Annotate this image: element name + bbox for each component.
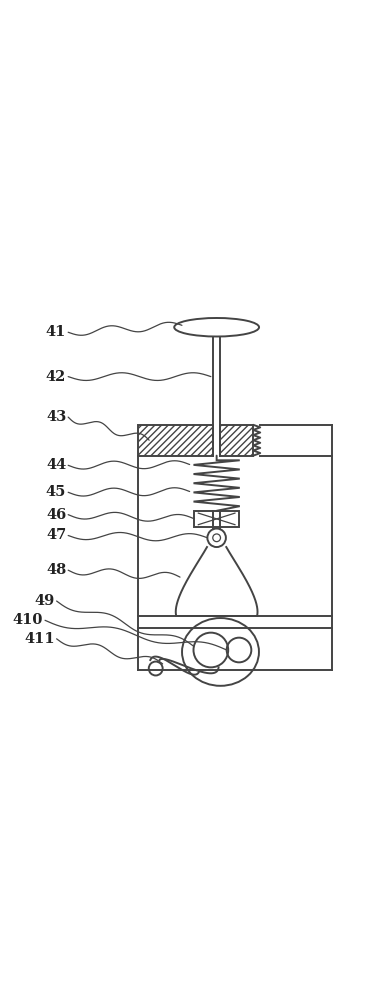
Text: 49: 49: [34, 594, 55, 608]
Bar: [138, 425, 213, 456]
Text: 46: 46: [46, 508, 66, 522]
Bar: [221, 425, 253, 456]
Text: 48: 48: [46, 563, 66, 577]
Text: 43: 43: [46, 410, 66, 424]
Text: 411: 411: [24, 632, 55, 646]
Text: 47: 47: [46, 528, 66, 542]
Text: 42: 42: [46, 370, 66, 384]
Text: 41: 41: [46, 325, 66, 339]
Text: 410: 410: [13, 613, 43, 627]
Circle shape: [207, 529, 226, 547]
Text: 44: 44: [46, 458, 66, 472]
Bar: [194, 511, 239, 527]
Text: 45: 45: [46, 485, 66, 499]
